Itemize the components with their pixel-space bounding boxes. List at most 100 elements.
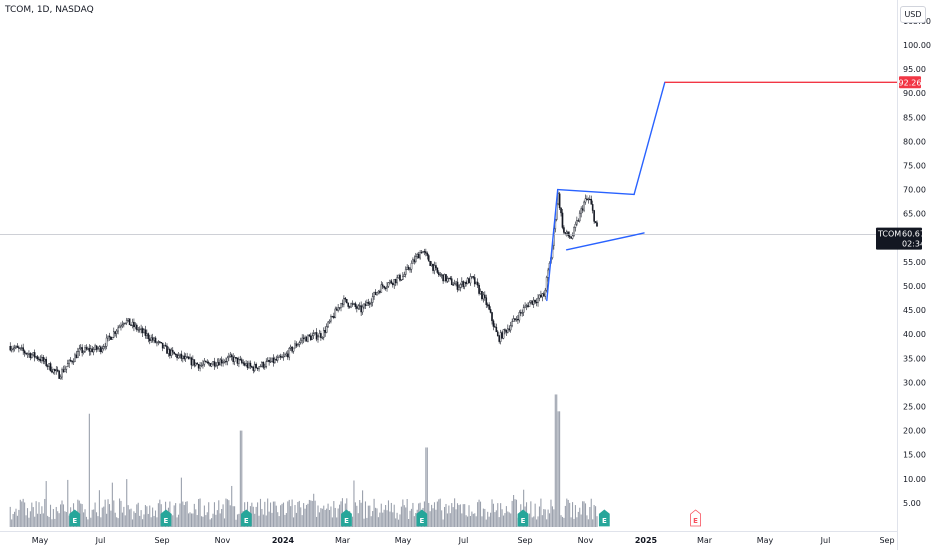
candle-body <box>578 212 581 222</box>
volume-bar <box>576 517 578 527</box>
candle-body <box>115 330 118 334</box>
earnings-marker[interactable]: E <box>341 509 352 527</box>
upper-trend-line[interactable] <box>557 188 635 196</box>
flagpole-line[interactable] <box>546 188 559 302</box>
candle-body <box>440 274 443 276</box>
volume-bar <box>501 509 503 527</box>
candle-body <box>495 326 498 333</box>
candle-body <box>143 329 145 334</box>
volume-bar <box>156 517 158 527</box>
volume-bar <box>412 502 414 527</box>
currency-button[interactable]: USD <box>900 6 926 23</box>
volume-bar <box>103 506 105 527</box>
projection-line[interactable] <box>633 81 666 196</box>
candle-body <box>9 346 12 351</box>
earnings-marker[interactable]: E <box>517 509 529 527</box>
volume-bar <box>428 502 430 527</box>
candle-body <box>317 336 319 340</box>
volume-bar <box>548 513 551 527</box>
earnings-marker[interactable]: E <box>598 509 610 527</box>
earnings-marker[interactable]: E <box>240 509 252 527</box>
volume-bar <box>28 517 30 527</box>
volume-bar <box>101 507 103 527</box>
volume-bar <box>134 512 136 527</box>
volume-bar <box>127 505 129 527</box>
earnings-marker[interactable]: E <box>416 509 428 527</box>
earnings-marker[interactable]: E <box>160 509 172 527</box>
candle-body <box>537 297 539 303</box>
candle-body <box>190 357 193 366</box>
volume-bar <box>454 498 456 527</box>
candle-body <box>353 303 355 305</box>
candle-body <box>541 293 544 298</box>
price-axis-label: 100.00 <box>903 41 931 50</box>
volume-bar <box>433 502 436 527</box>
candle-body <box>183 355 186 360</box>
volume-bar <box>471 511 473 527</box>
candle-body <box>89 348 92 352</box>
chart-pattern-drawings[interactable] <box>546 81 897 302</box>
candle-body <box>242 362 245 364</box>
volume-bar <box>413 516 415 527</box>
volume-bar <box>553 509 555 527</box>
volume-bar <box>60 504 62 527</box>
volume-bar <box>126 479 128 527</box>
candle-body <box>66 363 69 367</box>
volume-bar <box>285 513 287 527</box>
volume-bar <box>271 512 273 527</box>
volume-bar <box>228 500 230 527</box>
earnings-marker[interactable]: E <box>69 509 81 527</box>
volume-bar <box>90 517 92 527</box>
candle-body <box>104 346 106 348</box>
volume-bar <box>206 512 208 527</box>
candle-body <box>74 354 76 362</box>
volume-bar <box>113 500 115 527</box>
candle-body <box>269 361 272 363</box>
volume-bar <box>400 506 402 527</box>
candle-body <box>301 337 303 341</box>
volume-bar <box>293 517 295 527</box>
volume-bar <box>264 501 266 527</box>
volume-bar <box>54 518 56 527</box>
candle-body <box>499 332 502 342</box>
volume-bar <box>121 512 123 527</box>
volume-bar <box>84 509 86 527</box>
time-axis[interactable]: May Jul Sep Nov 2024 Mar May Jul Sep Nov 2025 Mar Ma… <box>32 536 895 545</box>
candle-body <box>207 362 210 364</box>
candle-body <box>473 277 476 285</box>
lower-trend-line[interactable] <box>565 232 645 251</box>
candle-body <box>580 208 582 214</box>
candle-body <box>468 278 470 284</box>
volume-bar <box>147 513 149 527</box>
volume-bar <box>300 507 302 527</box>
symbol-legend[interactable]: TCOM, 1D, NASDAQ <box>5 5 94 15</box>
candle-body <box>563 227 565 233</box>
price-axis[interactable]: 105.00100.0095.0090.0085.0080.0075.0070.… <box>903 17 931 508</box>
candle-body <box>160 342 163 344</box>
volume-bar <box>255 506 257 527</box>
candle-body <box>521 312 524 314</box>
candle-body <box>356 306 358 309</box>
candle-body <box>393 279 396 286</box>
volume-bar <box>157 503 159 527</box>
volume-bar <box>120 500 122 527</box>
volume-bar <box>47 515 49 527</box>
candle-body <box>496 331 499 337</box>
volume-bar <box>593 504 595 527</box>
upcoming-earnings-marker[interactable]: E <box>690 509 701 527</box>
candle-body <box>325 326 328 333</box>
candle-body <box>38 358 40 360</box>
earnings-badge <box>517 509 529 527</box>
volume-bar <box>432 508 434 527</box>
candle-body <box>123 322 125 325</box>
candle-body <box>312 333 315 336</box>
candles <box>9 191 598 380</box>
candle-body <box>364 303 367 306</box>
candle-body <box>505 330 508 333</box>
candle-body <box>478 285 480 294</box>
volume-bar <box>380 503 382 527</box>
volume-bar <box>451 503 453 527</box>
candle-body <box>519 312 522 314</box>
